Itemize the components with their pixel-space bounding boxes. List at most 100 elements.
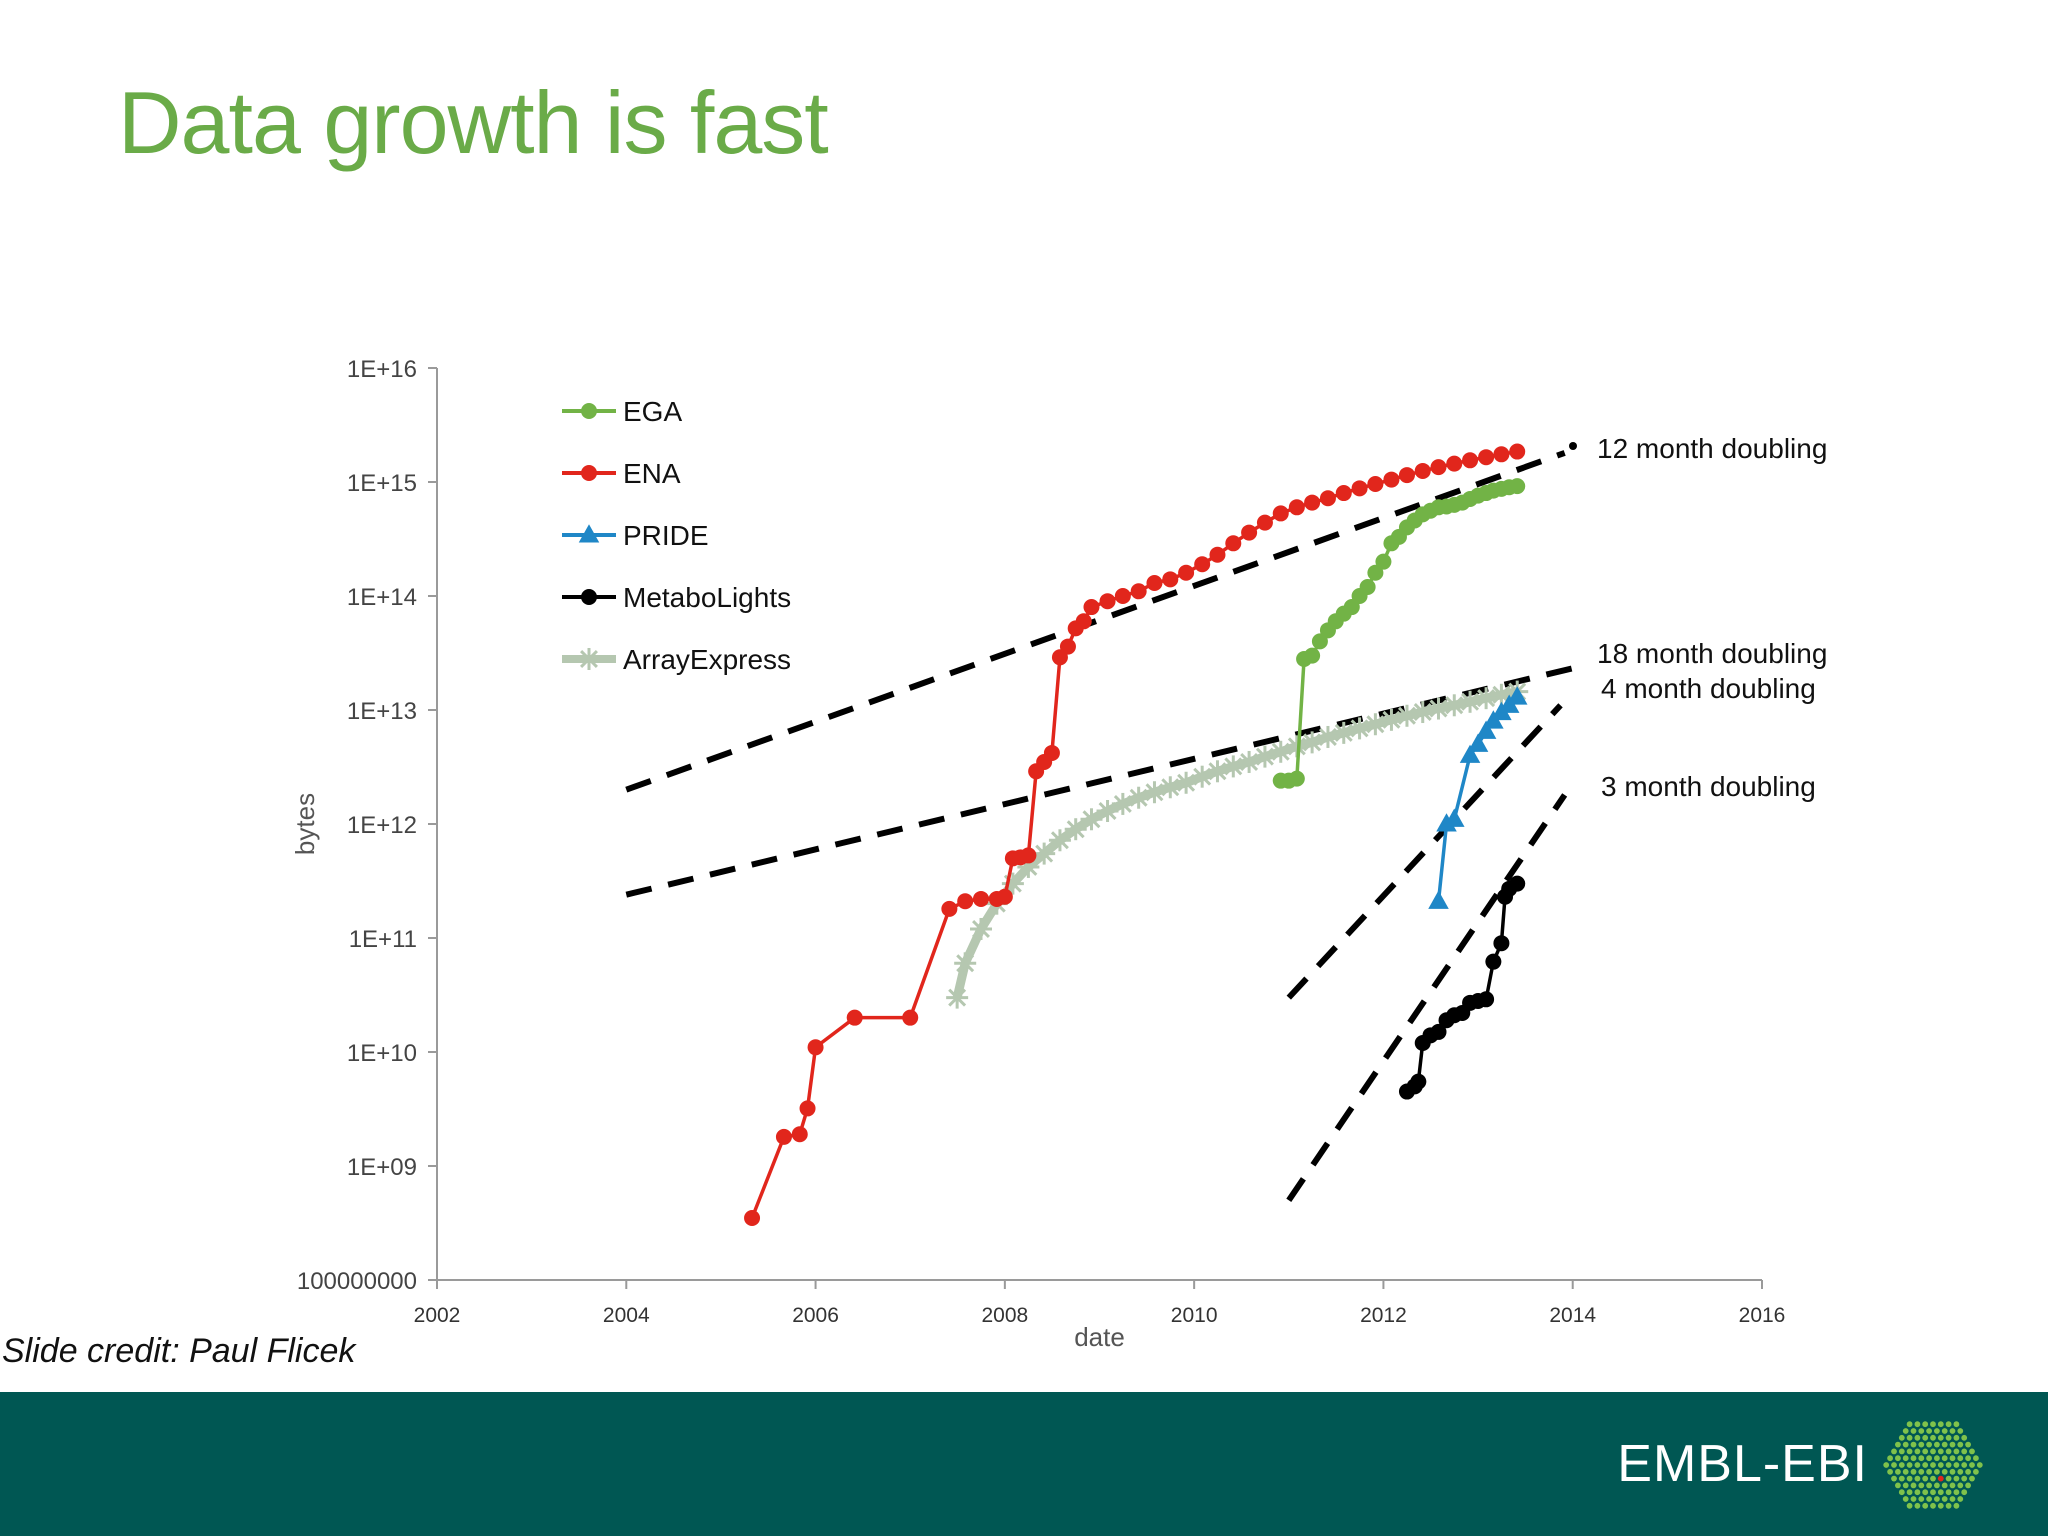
reference-labels: 12 month doubling 18 month doubling 4 mont… [1569, 433, 1827, 802]
data-point [1446, 455, 1463, 472]
legend-entry: ArrayExpress [562, 644, 791, 675]
logo-dot [1914, 1462, 1921, 1468]
data-point [1301, 731, 1324, 754]
logo-dot [1949, 1441, 1956, 1448]
data-point [1311, 633, 1328, 650]
series-ega [1272, 478, 1526, 789]
data-point [1048, 829, 1071, 852]
data-point [957, 893, 974, 910]
data-point [1020, 847, 1037, 864]
reference-line [625, 450, 1566, 793]
series-line [952, 687, 1519, 999]
chart-axes: 100000000 1E+09 1E+10 1E+11 1E+12 1E+13 1E+14 1… [290, 356, 1785, 1352]
y-tick-label: 1E+09 [347, 1154, 417, 1181]
data-point [1410, 1073, 1427, 1090]
data-point [973, 890, 990, 907]
reference-lines [625, 450, 1589, 1203]
data-point [1359, 578, 1376, 595]
data-point [1253, 745, 1276, 768]
logo-dot [1898, 1462, 1905, 1468]
logo-dot [1941, 1428, 1948, 1434]
logo-dot [1906, 1421, 1913, 1428]
logo-dot [1926, 1482, 1932, 1489]
data-point [1398, 467, 1415, 484]
logo-dot [1953, 1421, 1960, 1428]
logo-dot [1937, 1448, 1944, 1455]
data-point [1222, 755, 1245, 778]
logo-dot [1930, 1489, 1936, 1496]
logo-dot [1906, 1475, 1913, 1482]
logo-dot [1949, 1482, 1956, 1489]
logo-dot [1961, 1434, 1968, 1441]
logo-dot [1930, 1475, 1936, 1482]
data-point [1206, 760, 1229, 783]
y-tick-label: 1E+13 [347, 698, 417, 725]
data-point [1178, 564, 1195, 581]
logo-dot [1926, 1428, 1932, 1434]
data-point [1146, 575, 1163, 592]
data-point [1493, 446, 1510, 463]
x-tick-label: 2016 [1739, 1304, 1786, 1327]
footer-bar: EMBL-EBI [0, 1392, 2048, 1536]
logo-dot [1910, 1496, 1917, 1502]
reference-label: 3 month doubling [1601, 771, 1816, 802]
logo-dot [1949, 1428, 1956, 1434]
data-point [1083, 599, 1100, 616]
logo-dot [1961, 1489, 1968, 1496]
logo-dot [1914, 1502, 1921, 1509]
x-axis-title: date [1074, 1322, 1125, 1352]
slide-credit: Slide credit: Paul Flicek [2, 1332, 356, 1370]
data-point [578, 524, 600, 543]
logo-dot [1945, 1462, 1952, 1468]
logo-dot [1902, 1482, 1909, 1489]
logo-dot [1902, 1455, 1909, 1462]
data-point [1316, 725, 1339, 748]
data-point [1194, 556, 1211, 573]
data-point [1075, 613, 1092, 630]
logo-dot [1937, 1489, 1944, 1496]
data-point [1428, 890, 1449, 909]
logo-dot [1953, 1462, 1960, 1468]
data-point [1430, 459, 1447, 476]
logo-dot [1910, 1441, 1917, 1448]
legend-entry: PRIDE [562, 520, 709, 551]
logo-dot [1930, 1434, 1936, 1441]
data-point [1475, 720, 1497, 739]
logo-dot [1910, 1455, 1917, 1462]
logo-dot [1930, 1462, 1936, 1468]
data-point [1367, 564, 1384, 581]
data-point [1043, 744, 1060, 761]
legend-entry: ENA [562, 458, 681, 489]
logo-dot [1937, 1421, 1944, 1428]
logo-dot [1937, 1502, 1944, 1509]
data-point [1509, 478, 1526, 495]
logo-dot [1926, 1496, 1932, 1502]
embl-ebi-logo-icon [1883, 1421, 1983, 1509]
data-point [1238, 750, 1261, 773]
series-line [1405, 882, 1519, 1093]
slide-title: Data growth is fast [118, 73, 829, 172]
logo-dot [1887, 1468, 1893, 1475]
data-point [1319, 490, 1336, 507]
data-point [1364, 713, 1387, 736]
data-point [1485, 953, 1502, 970]
legend-label: ArrayExpress [623, 644, 791, 675]
data-point [1272, 505, 1289, 522]
logo-dot [1976, 1462, 1983, 1468]
y-tick-label: 1E+12 [347, 812, 417, 839]
logo-dot [1922, 1475, 1929, 1482]
logo-dot [1891, 1448, 1897, 1455]
label-dot [1569, 442, 1577, 450]
data-point [1367, 476, 1384, 493]
logo-dot [1902, 1441, 1909, 1448]
x-tick-label: 2004 [603, 1304, 650, 1327]
data-point [744, 1209, 761, 1226]
reference-label: 18 month doubling [1597, 638, 1827, 669]
footer-brand-text: EMBL-EBI [1617, 1435, 1868, 1493]
y-tick-label: 1E+14 [347, 584, 417, 611]
logo-dot [1941, 1482, 1948, 1489]
data-point [1059, 638, 1076, 655]
logo-dot [1918, 1441, 1925, 1448]
logo-dot [1914, 1448, 1921, 1455]
data-point [1288, 499, 1305, 516]
